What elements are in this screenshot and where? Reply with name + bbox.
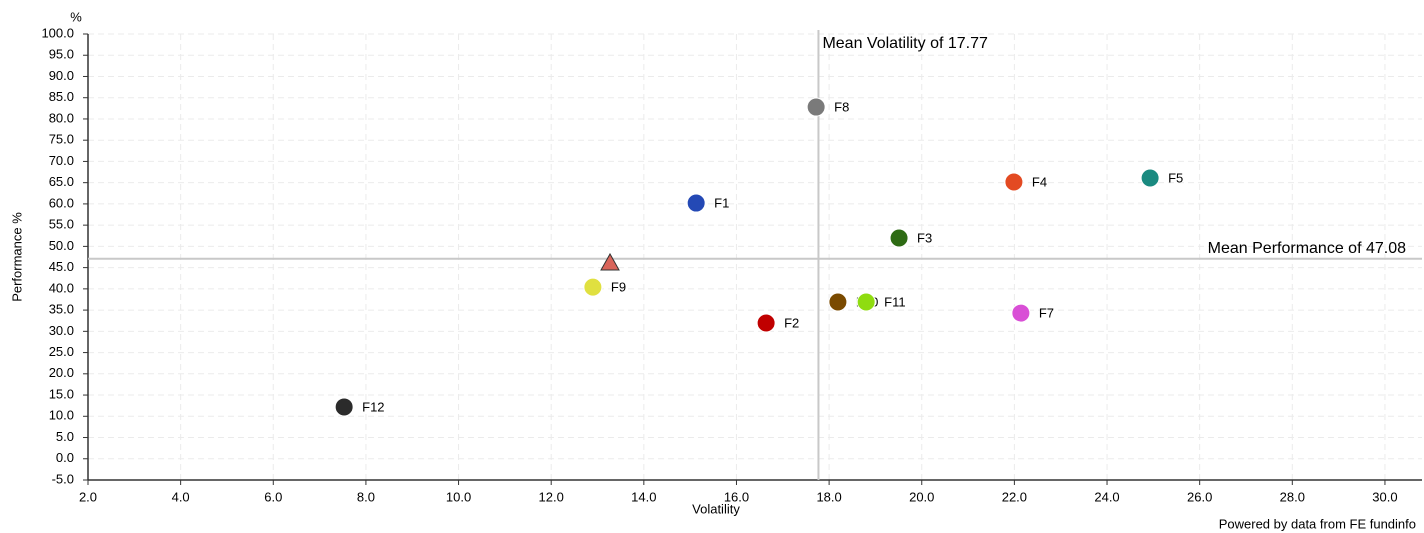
y-tick-label: 40.0	[49, 280, 74, 295]
x-tick-label: 6.0	[264, 489, 282, 504]
y-tick-label: 90.0	[49, 68, 74, 83]
x-tick-label: 14.0	[631, 489, 656, 504]
point-label: F8	[834, 99, 849, 114]
x-tick-label: 16.0	[724, 489, 749, 504]
x-tick-label: 20.0	[909, 489, 934, 504]
y-tick-label: 25.0	[49, 344, 74, 359]
y-tick-label: 20.0	[49, 365, 74, 380]
y-tick-label: 85.0	[49, 89, 74, 104]
x-tick-label: 22.0	[1002, 489, 1027, 504]
point	[686, 193, 706, 213]
point-label: F1	[714, 195, 729, 210]
point	[828, 292, 848, 312]
y-unit: %	[70, 9, 82, 24]
y-tick-label: 30.0	[49, 323, 74, 338]
y-tick-label: 80.0	[49, 110, 74, 125]
x-tick-label: 10.0	[446, 489, 471, 504]
footer: Powered by data from FE fundinfo	[1219, 516, 1416, 531]
y-tick-label: 55.0	[49, 217, 74, 232]
y-tick-label: 50.0	[49, 238, 74, 253]
y-tick-label: 100.0	[41, 25, 74, 40]
point-label: F7	[1039, 306, 1054, 321]
y-tick-label: 70.0	[49, 153, 74, 168]
point-label: F3	[917, 230, 932, 245]
point	[856, 292, 876, 312]
y-tick-label: 75.0	[49, 132, 74, 147]
y-tick-label: 10.0	[49, 408, 74, 423]
y-tick-label: -5.0	[52, 471, 74, 486]
y-tick-label: 65.0	[49, 174, 74, 189]
point	[806, 97, 826, 117]
y-tick-label: 35.0	[49, 302, 74, 317]
point	[756, 313, 776, 333]
y-axis-title: Performance %	[9, 212, 24, 302]
mean-volatility-label: Mean Volatility of 17.77	[822, 35, 988, 52]
highlight-point	[600, 252, 620, 271]
point	[1011, 303, 1031, 323]
x-tick-label: 24.0	[1094, 489, 1119, 504]
x-axis-title: Volatility	[692, 501, 740, 516]
x-tick-label: 2.0	[79, 489, 97, 504]
x-tick-label: 26.0	[1187, 489, 1212, 504]
x-tick-label: 30.0	[1372, 489, 1397, 504]
y-tick-label: 5.0	[56, 429, 74, 444]
point	[889, 228, 909, 248]
y-tick-label: 60.0	[49, 195, 74, 210]
point-label: F5	[1168, 170, 1183, 185]
x-tick-label: 12.0	[539, 489, 564, 504]
point-label: F11	[884, 294, 905, 309]
point	[334, 397, 354, 417]
x-tick-label: 18.0	[816, 489, 841, 504]
x-tick-label: 4.0	[172, 489, 190, 504]
point-label: F9	[611, 280, 626, 295]
point-label: F2	[784, 315, 799, 330]
mean-performance-label: Mean Performance of 47.08	[1208, 240, 1406, 257]
point	[583, 277, 603, 297]
point-label: F12	[362, 399, 384, 414]
y-tick-label: 15.0	[49, 386, 74, 401]
point	[1140, 168, 1160, 188]
y-tick-label: 0.0	[56, 450, 74, 465]
y-tick-label: 45.0	[49, 259, 74, 274]
point-label: F4	[1032, 174, 1047, 189]
point	[1004, 172, 1024, 192]
x-tick-label: 8.0	[357, 489, 375, 504]
x-tick-label: 28.0	[1280, 489, 1305, 504]
y-tick-label: 95.0	[49, 47, 74, 62]
